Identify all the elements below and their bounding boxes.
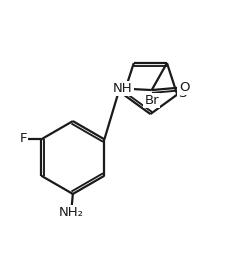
Text: O: O [179, 81, 190, 94]
Text: NH: NH [113, 82, 133, 95]
Text: Br: Br [144, 94, 159, 107]
Text: S: S [178, 87, 187, 100]
Text: F: F [20, 132, 27, 145]
Text: NH₂: NH₂ [59, 206, 84, 219]
